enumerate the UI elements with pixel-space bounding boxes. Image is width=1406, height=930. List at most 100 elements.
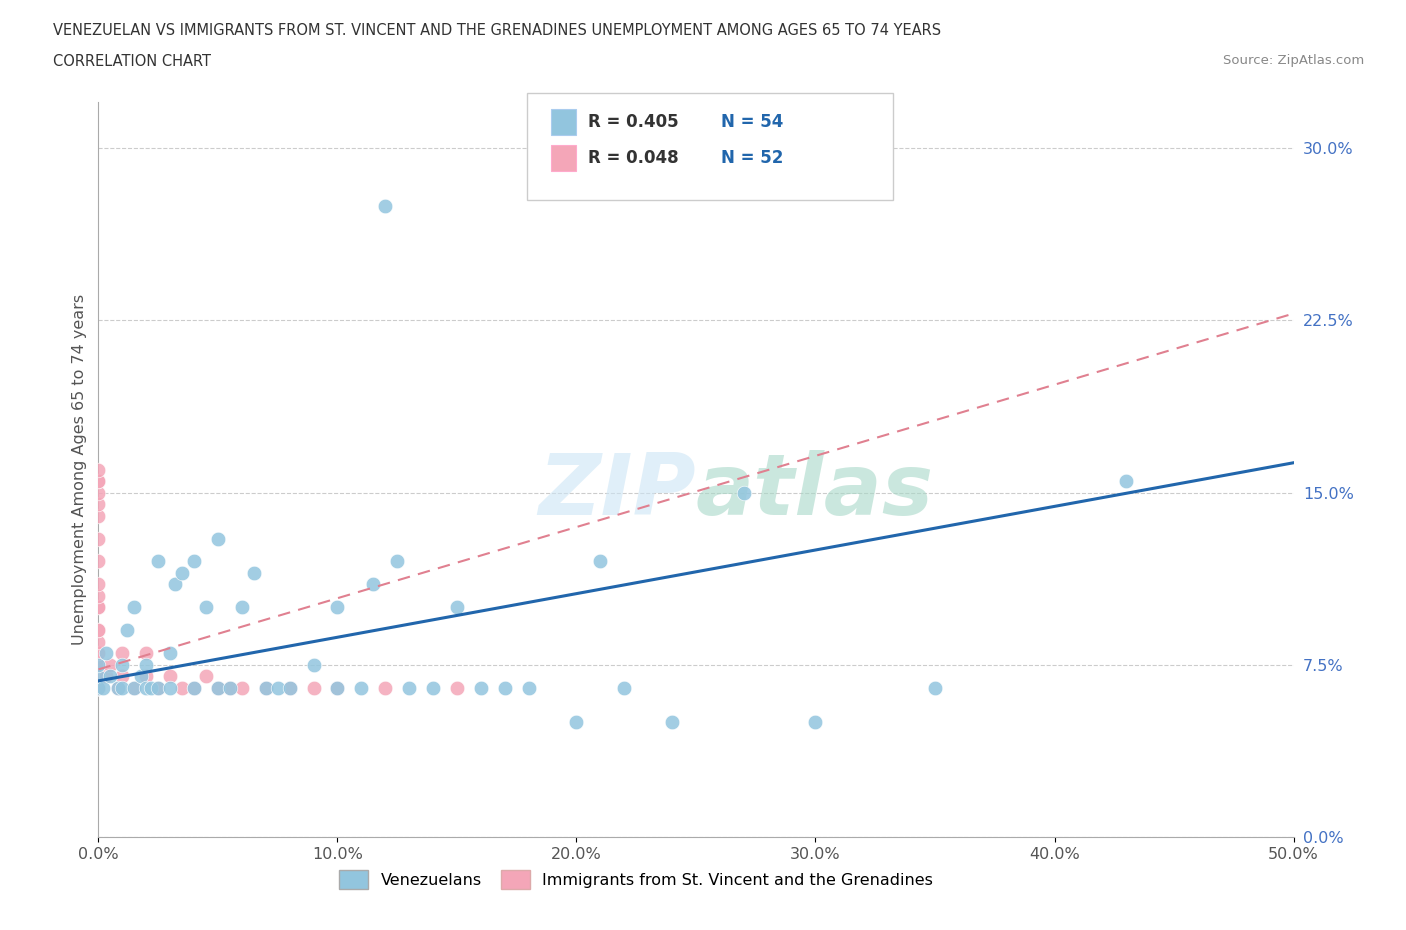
Venezuelans [87,658,110,672]
Venezuelans [422,681,444,696]
Venezuelans [87,681,110,696]
Text: VENEZUELAN VS IMMIGRANTS FROM ST. VINCENT AND THE GRENADINES UNEMPLOYMENT AMONG : VENEZUELAN VS IMMIGRANTS FROM ST. VINCEN… [53,23,942,38]
Venezuelans [350,681,373,696]
Venezuelans [517,681,540,696]
Venezuelans [183,554,205,569]
Immigrants from St. Vincent and the Grenadines [107,681,129,696]
Immigrants from St. Vincent and the Grenadines [326,681,349,696]
Venezuelans [363,577,385,591]
Venezuelans [613,681,636,696]
Immigrants from St. Vincent and the Grenadines [159,669,181,684]
Venezuelans [98,669,122,684]
Venezuelans [94,646,117,661]
Immigrants from St. Vincent and the Grenadines [87,623,110,638]
Venezuelans [254,681,277,696]
Venezuelans [148,554,170,569]
Immigrants from St. Vincent and the Grenadines [135,646,157,661]
Immigrants from St. Vincent and the Grenadines [374,681,396,696]
Venezuelans [115,623,138,638]
Venezuelans [219,681,242,696]
Immigrants from St. Vincent and the Grenadines [219,681,242,696]
Venezuelans [589,554,612,569]
Immigrants from St. Vincent and the Grenadines [87,681,110,696]
Venezuelans [111,658,134,672]
Legend: Venezuelans, Immigrants from St. Vincent and the Grenadines: Venezuelans, Immigrants from St. Vincent… [333,864,939,896]
Venezuelans [124,600,146,615]
Venezuelans [1115,473,1137,488]
Immigrants from St. Vincent and the Grenadines [87,681,110,696]
Immigrants from St. Vincent and the Grenadines [87,600,110,615]
Venezuelans [446,600,468,615]
Venezuelans [326,681,349,696]
Y-axis label: Unemployment Among Ages 65 to 74 years: Unemployment Among Ages 65 to 74 years [72,294,87,645]
Venezuelans [494,681,516,696]
Immigrants from St. Vincent and the Grenadines [87,681,110,696]
Venezuelans [470,681,492,696]
Immigrants from St. Vincent and the Grenadines [446,681,468,696]
Immigrants from St. Vincent and the Grenadines [87,681,110,696]
Immigrants from St. Vincent and the Grenadines [183,681,205,696]
Immigrants from St. Vincent and the Grenadines [87,473,110,488]
Immigrants from St. Vincent and the Grenadines [87,497,110,512]
Immigrants from St. Vincent and the Grenadines [172,681,194,696]
Venezuelans [139,681,162,696]
Immigrants from St. Vincent and the Grenadines [87,531,110,546]
Venezuelans [231,600,253,615]
Venezuelans [207,531,229,546]
Venezuelans [135,658,157,672]
Text: ZIP: ZIP [538,450,696,533]
Immigrants from St. Vincent and the Grenadines [302,681,325,696]
Text: atlas: atlas [696,450,934,533]
Venezuelans [661,715,683,730]
Immigrants from St. Vincent and the Grenadines [135,669,157,684]
Immigrants from St. Vincent and the Grenadines [87,589,110,604]
Immigrants from St. Vincent and the Grenadines [124,681,146,696]
Immigrants from St. Vincent and the Grenadines [87,646,110,661]
Text: R = 0.405: R = 0.405 [588,113,678,131]
Immigrants from St. Vincent and the Grenadines [87,681,110,696]
Immigrants from St. Vincent and the Grenadines [87,669,110,684]
Immigrants from St. Vincent and the Grenadines [98,658,122,672]
Venezuelans [804,715,827,730]
Venezuelans [267,681,290,696]
Immigrants from St. Vincent and the Grenadines [87,600,110,615]
Text: R = 0.048: R = 0.048 [588,149,678,166]
Immigrants from St. Vincent and the Grenadines [87,646,110,661]
Venezuelans [326,600,349,615]
Text: N = 54: N = 54 [721,113,783,131]
Venezuelans [924,681,946,696]
Venezuelans [148,681,170,696]
Venezuelans [243,565,266,580]
Immigrants from St. Vincent and the Grenadines [87,577,110,591]
Text: N = 52: N = 52 [721,149,783,166]
Venezuelans [131,669,153,684]
Immigrants from St. Vincent and the Grenadines [87,658,110,672]
Immigrants from St. Vincent and the Grenadines [87,462,110,477]
Immigrants from St. Vincent and the Grenadines [111,669,134,684]
Text: CORRELATION CHART: CORRELATION CHART [53,54,211,69]
Immigrants from St. Vincent and the Grenadines [111,646,134,661]
Venezuelans [385,554,409,569]
Immigrants from St. Vincent and the Grenadines [87,634,110,649]
Immigrants from St. Vincent and the Grenadines [195,669,218,684]
Venezuelans [195,600,218,615]
Venezuelans [159,646,181,661]
Immigrants from St. Vincent and the Grenadines [87,623,110,638]
Venezuelans [135,681,157,696]
Venezuelans [278,681,301,696]
Immigrants from St. Vincent and the Grenadines [87,554,110,569]
Immigrants from St. Vincent and the Grenadines [94,669,117,684]
Immigrants from St. Vincent and the Grenadines [231,681,253,696]
Immigrants from St. Vincent and the Grenadines [87,681,110,696]
Venezuelans [398,681,420,696]
Immigrants from St. Vincent and the Grenadines [87,681,110,696]
Immigrants from St. Vincent and the Grenadines [87,658,110,672]
Venezuelans [374,198,396,213]
Immigrants from St. Vincent and the Grenadines [148,681,170,696]
Venezuelans [207,681,229,696]
Immigrants from St. Vincent and the Grenadines [207,681,229,696]
Immigrants from St. Vincent and the Grenadines [278,681,301,696]
Immigrants from St. Vincent and the Grenadines [87,473,110,488]
Venezuelans [565,715,588,730]
Immigrants from St. Vincent and the Grenadines [87,681,110,696]
